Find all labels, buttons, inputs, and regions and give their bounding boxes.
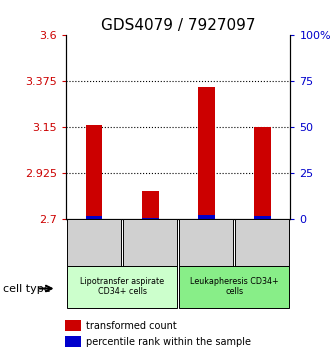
Bar xyxy=(86,216,102,219)
Text: transformed count: transformed count xyxy=(86,321,177,331)
Title: GDS4079 / 7927097: GDS4079 / 7927097 xyxy=(101,18,255,33)
Bar xyxy=(142,218,158,219)
Bar xyxy=(67,266,177,308)
Text: Lipotransfer aspirate
CD34+ cells: Lipotransfer aspirate CD34+ cells xyxy=(80,277,164,296)
Bar xyxy=(179,266,289,308)
Text: percentile rank within the sample: percentile rank within the sample xyxy=(86,337,251,347)
Text: cell type: cell type xyxy=(3,284,51,293)
Bar xyxy=(67,219,121,266)
Bar xyxy=(198,215,215,219)
Bar xyxy=(123,219,177,266)
Bar xyxy=(235,219,289,266)
Bar xyxy=(198,86,215,219)
Text: Leukapheresis CD34+
cells: Leukapheresis CD34+ cells xyxy=(190,277,279,296)
Bar xyxy=(86,125,102,219)
Bar xyxy=(254,127,271,219)
Bar xyxy=(254,216,271,219)
Bar xyxy=(65,336,81,347)
Bar xyxy=(179,219,233,266)
Bar xyxy=(65,320,81,331)
Bar xyxy=(142,191,158,219)
